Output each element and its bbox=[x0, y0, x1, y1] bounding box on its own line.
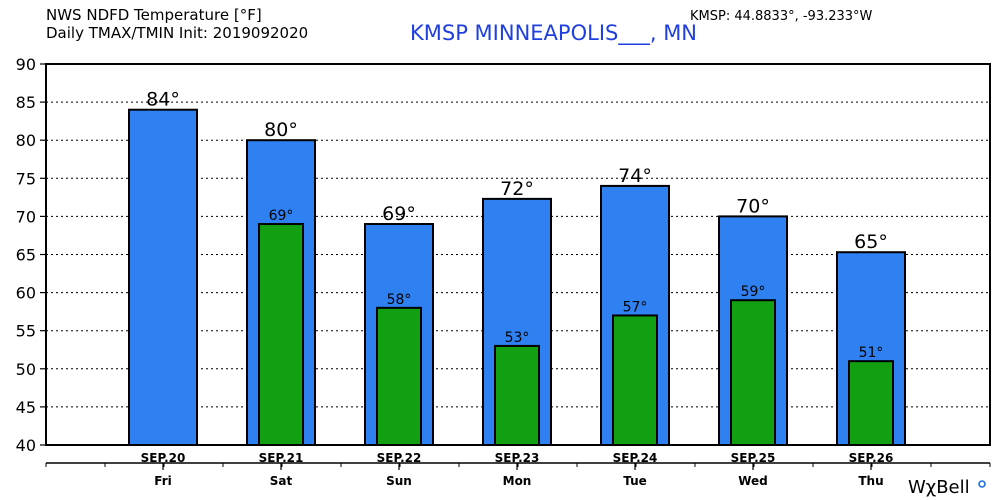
x-day-label: Wed bbox=[738, 474, 768, 488]
tmin-bar bbox=[494, 344, 540, 446]
tmin-bar bbox=[730, 299, 776, 446]
tmin-bar bbox=[848, 360, 894, 446]
tmin-value-label: 69° bbox=[269, 208, 294, 224]
bars bbox=[128, 108, 906, 446]
tmax-value-label: 74° bbox=[618, 165, 652, 187]
x-category-label: SEP.20 bbox=[141, 451, 186, 465]
y-tick-label: 70 bbox=[16, 207, 36, 226]
tmax-value-label: 69° bbox=[382, 203, 416, 225]
x-category-label: SEP.22 bbox=[377, 451, 422, 465]
brand-logo: WχBell bbox=[908, 477, 970, 498]
x-day-label: Fri bbox=[154, 474, 171, 488]
x-day-label: Mon bbox=[503, 474, 532, 488]
x-category-label: SEP.21 bbox=[259, 451, 304, 465]
y-tick-label: 55 bbox=[16, 322, 36, 341]
y-tick-label: 60 bbox=[16, 284, 36, 303]
station-name: KMSP MINNEAPOLIS___, MN bbox=[410, 21, 697, 46]
x-category-label: SEP.26 bbox=[849, 451, 894, 465]
x-axis-ticks: SEP.20 Fri SEP.21 Sat SEP.22 Sun SEP.23 Mon SEP.… bbox=[45, 451, 991, 488]
x-day-label: Sat bbox=[270, 474, 293, 488]
brand-dot-icon bbox=[978, 480, 986, 488]
tmax-value-label: 65° bbox=[854, 231, 888, 253]
y-tick-label: 50 bbox=[16, 360, 36, 379]
tmin-value-label: 59° bbox=[741, 284, 766, 300]
chart-subtitle: Daily TMAX/TMIN Init: 2019092020 bbox=[46, 24, 308, 42]
x-category-label: SEP.25 bbox=[731, 451, 776, 465]
tmax-value-label: 72° bbox=[500, 178, 534, 200]
tmin-bar bbox=[258, 223, 304, 446]
x-day-label: Sun bbox=[386, 474, 412, 488]
x-day-label: Tue bbox=[623, 474, 647, 488]
plot-frame bbox=[45, 63, 991, 446]
value-labels: 84° 80° 69° 69° 58° 72° 53° 74° 57° 70° 59° 65° 51° bbox=[146, 89, 888, 361]
station-coords: KMSP: 44.8833°, -93.233°W bbox=[690, 9, 873, 24]
tmin-value-label: 57° bbox=[623, 299, 648, 315]
tmin-bar bbox=[376, 306, 422, 446]
y-tick-label: 45 bbox=[16, 398, 36, 417]
y-tick-label: 80 bbox=[16, 131, 36, 150]
y-tick-label: 65 bbox=[16, 246, 36, 265]
tmin-value-label: 53° bbox=[505, 330, 530, 346]
x-day-label: Thu bbox=[858, 474, 883, 488]
y-tick-label: 85 bbox=[16, 93, 36, 112]
y-tick-label: 40 bbox=[16, 436, 36, 455]
tmin-bar bbox=[612, 314, 658, 446]
tmax-value-label: 80° bbox=[264, 119, 298, 141]
tmin-value-label: 58° bbox=[387, 292, 412, 308]
tmax-value-label: 84° bbox=[146, 89, 180, 111]
chart-title: NWS NDFD Temperature [°F] bbox=[46, 6, 262, 24]
tmax-value-label: 70° bbox=[736, 195, 770, 217]
x-category-label: SEP.24 bbox=[613, 451, 658, 465]
tmin-value-label: 51° bbox=[859, 345, 884, 361]
y-tick-label: 75 bbox=[16, 169, 36, 188]
y-axis-ticks: 40 45 50 55 60 65 70 75 80 85 90 bbox=[16, 55, 46, 455]
y-tick-label: 90 bbox=[16, 55, 36, 74]
x-category-label: SEP.23 bbox=[495, 451, 540, 465]
tmax-bar bbox=[128, 108, 198, 446]
